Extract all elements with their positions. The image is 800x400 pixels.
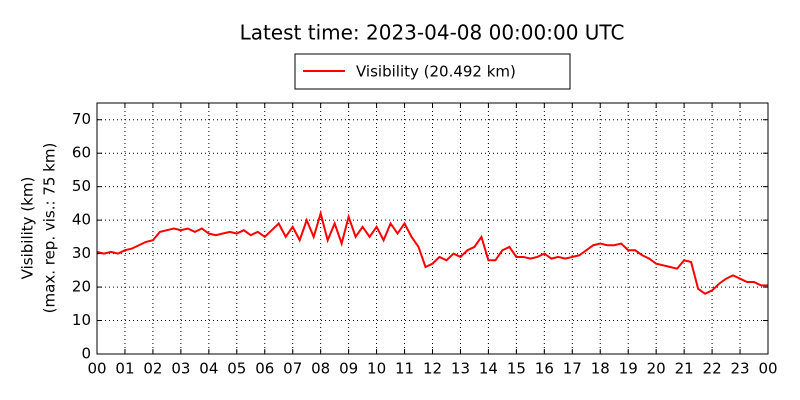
x-tick-label: 00	[758, 360, 777, 378]
y-tick-label: 70	[72, 110, 91, 128]
x-tick-label: 21	[675, 360, 694, 378]
data-line	[96, 209, 768, 295]
y-tick-label: 0	[81, 345, 91, 363]
x-tick-label: 06	[255, 360, 274, 378]
chart-title: Latest time: 2023-04-08 00:00:00 UTC	[240, 21, 625, 45]
y-tick-label: 40	[72, 211, 91, 229]
x-tick-label: 09	[339, 360, 358, 378]
legend-label: Visibility (20.492 km)	[356, 63, 516, 81]
y-axis-label: Visibility (km)	[19, 177, 37, 280]
x-tick-label: 03	[171, 360, 190, 378]
x-tick-label: 13	[451, 360, 470, 378]
x-tick-label: 17	[563, 360, 582, 378]
plot-frame	[96, 102, 769, 355]
x-tick-label: 12	[423, 360, 442, 378]
y-tick-label: 20	[72, 278, 91, 296]
x-tick-label: 10	[367, 360, 386, 378]
y-tick-label: 10	[72, 311, 91, 329]
x-tick-label: 08	[311, 360, 330, 378]
x-tick-label: 14	[479, 360, 498, 378]
y-axis-label: (max. rep. vis.: 75 km)	[41, 143, 59, 314]
x-tick-label: 01	[115, 360, 134, 378]
x-tick-label: 11	[395, 360, 414, 378]
x-tick-label: 04	[199, 360, 218, 378]
x-tick-label: 07	[283, 360, 302, 378]
x-tick-label: 19	[619, 360, 638, 378]
x-tick-label: 05	[227, 360, 246, 378]
x-tick-label: 02	[143, 360, 162, 378]
x-tick-label: 18	[591, 360, 610, 378]
x-tick-label: 23	[730, 360, 749, 378]
x-tick-label: 20	[647, 360, 666, 378]
x-tick-label: 15	[507, 360, 526, 378]
y-tick-label: 60	[72, 144, 91, 162]
y-tick-label: 50	[72, 177, 91, 195]
x-tick-label: 16	[535, 360, 554, 378]
x-tick-label: 00	[87, 360, 106, 378]
x-tick-label: 22	[703, 360, 722, 378]
y-tick-label: 30	[72, 244, 91, 262]
